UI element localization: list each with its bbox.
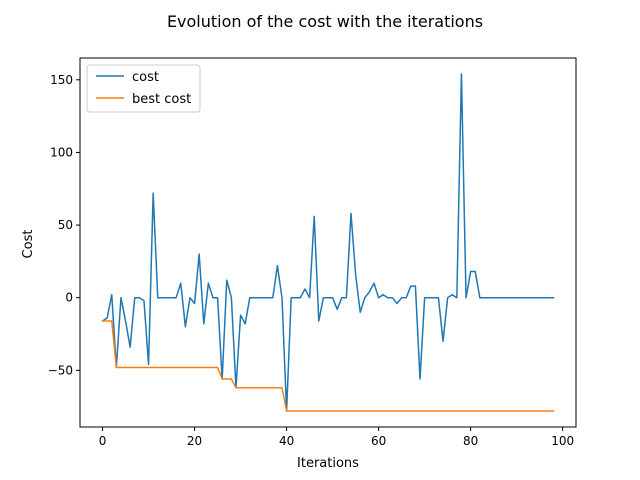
legend-label-cost: cost (132, 70, 159, 85)
x-tick-label: 80 (463, 434, 478, 448)
y-tick-label: 0 (65, 291, 73, 305)
x-axis: 0 20 40 60 80 100 (99, 427, 574, 448)
series-line-cost (101, 73, 555, 412)
y-axis: −50 0 50 100 150 (48, 73, 80, 377)
x-tick-label: 0 (99, 434, 107, 448)
x-tick-label: 40 (279, 434, 294, 448)
series-line-best-cost (101, 320, 555, 412)
plot-area (101, 73, 555, 412)
y-axis-label: Cost (21, 230, 36, 259)
legend-label-best-cost: best cost (132, 92, 191, 107)
x-axis-label: Iterations (297, 456, 359, 471)
y-tick-label: 150 (50, 73, 73, 87)
x-tick-label: 60 (371, 434, 386, 448)
x-tick-label: 100 (551, 434, 574, 448)
chart-title: Evolution of the cost with the iteration… (167, 12, 483, 31)
x-tick-label: 20 (187, 434, 202, 448)
y-tick-label: 100 (50, 145, 73, 159)
y-tick-label: 50 (58, 218, 73, 232)
legend: cost best cost (86, 64, 201, 113)
plot-frame (79, 57, 577, 428)
y-tick-label: −50 (48, 363, 73, 377)
